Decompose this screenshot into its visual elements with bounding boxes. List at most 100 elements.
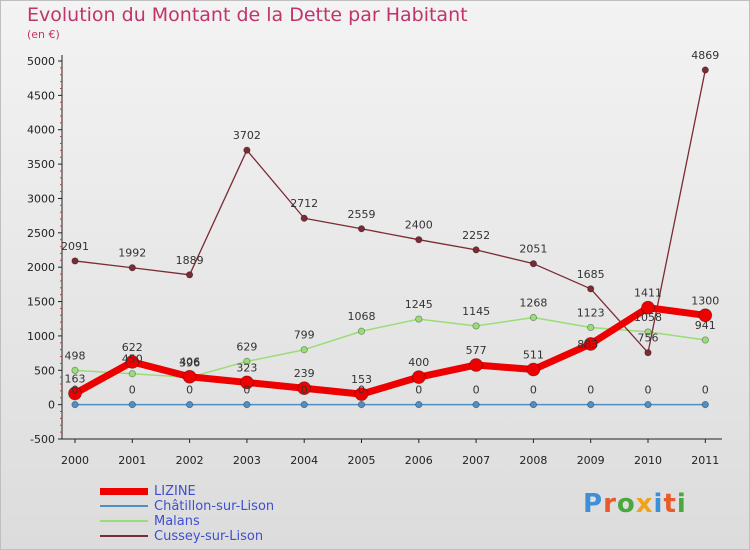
x-tick-label: 2002 (176, 454, 204, 467)
data-label-cussey: 2252 (462, 229, 490, 242)
data-point-chatillon (529, 401, 538, 409)
data-label-lizine: 511 (523, 349, 544, 362)
legend-swatch (100, 520, 148, 522)
data-point-lizine (641, 300, 655, 315)
data-label-malans: 1245 (405, 298, 433, 311)
data-label-chatillon: 0 (473, 384, 480, 397)
data-label-malans: 1145 (462, 305, 490, 318)
data-label-chatillon: 0 (243, 384, 250, 397)
data-point-cussey (128, 264, 136, 272)
chart-title: Evolution du Montant de la Dette par Hab… (27, 4, 468, 26)
legend-item-chatillon: Châtillon-sur-Lison (100, 499, 400, 514)
y-tick-label: -500 (30, 433, 55, 446)
data-label-chatillon: 0 (415, 384, 422, 397)
y-tick-label: 2500 (27, 227, 55, 240)
y-tick-label: 1000 (27, 330, 55, 343)
legend: LIZINE Châtillon-sur-Lison Malans Cussey-su… (100, 484, 400, 544)
legend-label: Cussey-sur-Lison (154, 529, 264, 544)
data-label-lizine: 153 (351, 373, 372, 386)
data-point-cussey (529, 260, 538, 268)
data-point-chatillon (357, 401, 366, 409)
data-labels: 163 622 406 323 239 153 400 577 511 1411 1300 0 0 0 0 0… (61, 49, 719, 397)
data-point-cussey (472, 246, 480, 254)
data-label-cussey: 3702 (233, 129, 261, 142)
data-label-lizine: 622 (122, 341, 143, 354)
data-point-lizine (68, 386, 82, 401)
data-point-lizine (239, 375, 254, 390)
data-point-cussey (701, 66, 709, 74)
data-label-chatillon: 0 (358, 384, 365, 397)
y-tick-label: 1500 (27, 296, 55, 309)
data-label-lizine-extra: 883 (577, 338, 598, 351)
data-label-lizine: 400 (408, 356, 429, 369)
data-label-cussey: 756 (638, 332, 659, 345)
data-label-cussey: 2712 (290, 197, 318, 210)
data-point-chatillon (472, 401, 480, 409)
data-label-malans: 1058 (634, 311, 662, 324)
data-point-malans (587, 323, 595, 332)
data-point-malans (415, 315, 423, 323)
y-tick-label: 0 (48, 399, 55, 412)
data-point-lizine (125, 354, 140, 369)
data-label-malans: 1123 (577, 306, 605, 319)
data-label-lizine: 406 (179, 356, 200, 369)
y-tick-label: 4000 (27, 124, 55, 137)
data-label-cussey: 2559 (348, 208, 376, 221)
data-label-malans: 1068 (348, 310, 376, 323)
data-point-lizine (469, 358, 484, 372)
data-point-chatillon (701, 401, 709, 409)
data-point-lizine (297, 381, 312, 396)
data-point-malans (71, 366, 79, 375)
data-label-malans: 1268 (519, 296, 547, 309)
x-tick-label: 2011 (691, 454, 719, 467)
data-point-cussey (587, 285, 595, 293)
legend-item-malans: Malans (100, 514, 400, 529)
data-label-cussey: 1685 (577, 268, 605, 281)
y-tick-label: 2000 (27, 261, 55, 274)
data-point-lizine (354, 387, 369, 402)
legend-swatch (100, 535, 148, 537)
legend-item-lizine: LIZINE (100, 484, 400, 499)
data-point-malans (128, 370, 136, 378)
x-tick-label: 2003 (233, 454, 261, 467)
series-line-cussey (74, 69, 706, 354)
x-tick-label: 2010 (634, 454, 662, 467)
data-point-chatillon (587, 401, 595, 409)
y-tick-label: 3000 (27, 192, 55, 205)
data-point-cussey (357, 225, 366, 233)
data-point-chatillon (128, 401, 136, 409)
data-label-chatillon: 0 (587, 384, 594, 397)
legend-swatch (100, 487, 148, 495)
data-label-chatillon: 0 (530, 384, 537, 397)
data-label-cussey: 2091 (61, 240, 89, 253)
unit-label: (en €) (27, 28, 60, 41)
data-point-cussey (415, 236, 423, 244)
data-point-malans (701, 336, 709, 344)
data-label-malans: 396 (179, 356, 200, 369)
data-point-lizine (182, 369, 197, 384)
data-label-cussey: 1992 (118, 247, 146, 260)
legend-item-cussey: Cussey-sur-Lison (100, 529, 400, 544)
data-label-chatillon: 0 (186, 384, 193, 397)
data-label-chatillon: 0 (645, 384, 652, 397)
data-label-cussey: 4869 (691, 49, 719, 62)
x-tick-label: 2001 (118, 454, 146, 467)
data-point-malans (472, 322, 480, 330)
data-label-lizine: 323 (236, 361, 257, 374)
data-label-malans: 498 (65, 349, 86, 362)
data-point-lizine (583, 337, 598, 351)
series-line-lizine (73, 304, 706, 398)
data-point-cussey (300, 214, 308, 222)
data-point-chatillon (186, 401, 194, 409)
data-point-chatillon (644, 401, 652, 409)
data-point-chatillon (243, 401, 251, 409)
data-point-malans (529, 313, 538, 322)
legend-label: Malans (154, 514, 200, 529)
legend-label: Châtillon-sur-Lison (154, 499, 275, 514)
series-cussey (71, 66, 709, 357)
data-label-malans: 450 (122, 353, 143, 366)
data-point-cussey (644, 349, 652, 357)
series-chatillon (71, 401, 709, 409)
data-label-chatillon: 0 (129, 384, 136, 397)
